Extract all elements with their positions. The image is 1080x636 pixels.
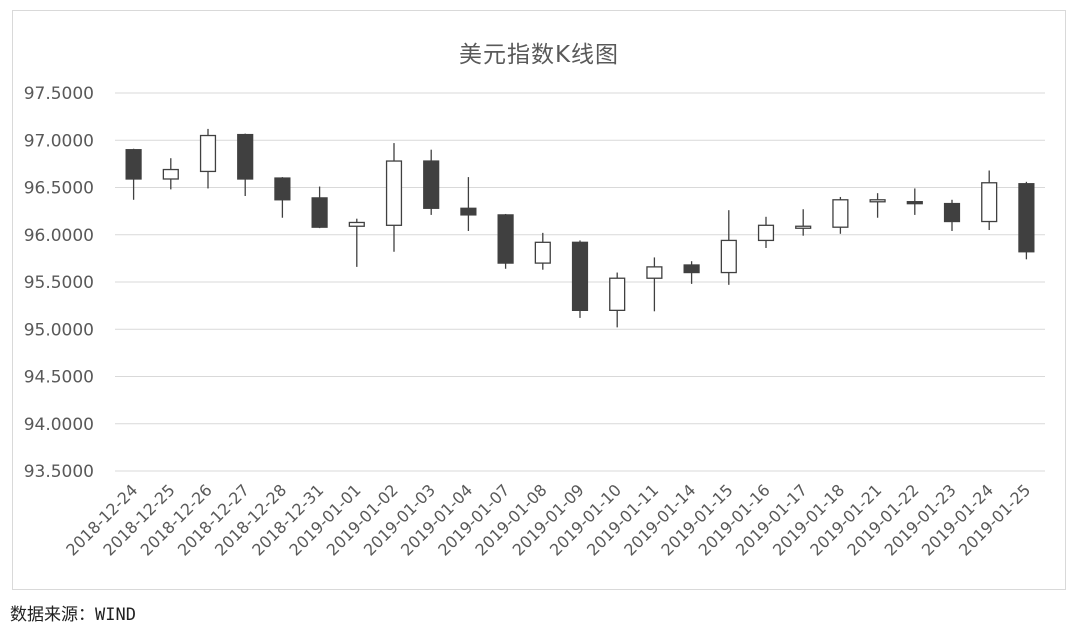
y-tick-label: 94.5000 — [24, 368, 94, 388]
candle-2019-01-17 — [795, 209, 812, 236]
y-tick-label: 96.5000 — [24, 179, 94, 199]
candle-body — [311, 197, 328, 228]
candle-2019-01-22 — [906, 188, 923, 215]
candle-2018-12-27 — [237, 133, 254, 197]
candle-2019-01-24 — [981, 170, 998, 231]
y-tick-label: 93.5000 — [24, 462, 94, 482]
candle-body — [646, 266, 663, 279]
candle-2019-01-09 — [571, 240, 589, 318]
chart-frame: 美元指数K线图 — [12, 10, 1066, 590]
y-tick-label: 95.5000 — [24, 273, 94, 293]
candle-body — [274, 177, 291, 201]
candle-2018-12-31 — [311, 186, 328, 229]
candle-2019-01-01 — [348, 218, 365, 267]
candle-body — [423, 160, 440, 209]
candle-body — [1018, 183, 1035, 253]
y-tick-label: 96.0000 — [24, 226, 94, 246]
candle-body — [906, 201, 923, 205]
candle-body — [757, 224, 775, 242]
candle-body — [497, 214, 514, 264]
candle-body — [348, 221, 365, 227]
candle-2019-01-08 — [534, 232, 551, 270]
candle-2019-01-11 — [646, 257, 663, 312]
candle-body — [869, 199, 886, 203]
chart-title: 美元指数K线图 — [458, 42, 620, 68]
candle-2018-12-25 — [162, 158, 179, 190]
candle-2019-01-10 — [609, 272, 626, 328]
candle-body — [162, 168, 179, 180]
candle-2019-01-07 — [497, 213, 514, 269]
candle-2019-01-02 — [385, 143, 403, 252]
candle-body — [832, 199, 849, 228]
candle-body — [943, 202, 961, 223]
candlestick-chart: 97.5000 97.0000 96.5000 96.0000 95.5000 95.00… — [24, 84, 1045, 560]
candle-body — [720, 239, 737, 274]
y-tick-label: 94.0000 — [24, 415, 94, 435]
candle-body — [609, 277, 626, 312]
candle-2019-01-16 — [757, 216, 775, 248]
candle-2019-01-21 — [869, 193, 886, 218]
candle-2019-01-18 — [832, 196, 849, 234]
candle-2018-12-24 — [125, 148, 142, 200]
y-tick-label: 95.0000 — [24, 320, 94, 340]
candle-2019-01-04 — [460, 177, 477, 231]
candle-body — [385, 160, 403, 226]
candle-body — [534, 241, 551, 264]
candle-body — [125, 149, 142, 180]
y-tick-label: 97.0000 — [24, 131, 94, 151]
source-note: 数据来源：WIND — [10, 605, 136, 625]
candle-2019-01-14 — [683, 261, 700, 284]
candle-body — [237, 133, 254, 180]
candle-body — [571, 241, 589, 311]
candle-body — [683, 264, 700, 274]
candle-2019-01-15 — [720, 210, 737, 285]
candle-2019-01-23 — [943, 199, 961, 231]
candle-2018-12-28 — [274, 177, 291, 218]
candle-body — [460, 207, 477, 216]
candle-body — [795, 225, 812, 229]
y-tick-label: 97.5000 — [24, 84, 94, 104]
candle-body — [981, 182, 998, 223]
candle-body — [199, 134, 217, 173]
candle-2019-01-25 — [1018, 181, 1035, 260]
candle-2018-12-26 — [199, 128, 217, 189]
candle-2019-01-03 — [423, 149, 440, 215]
